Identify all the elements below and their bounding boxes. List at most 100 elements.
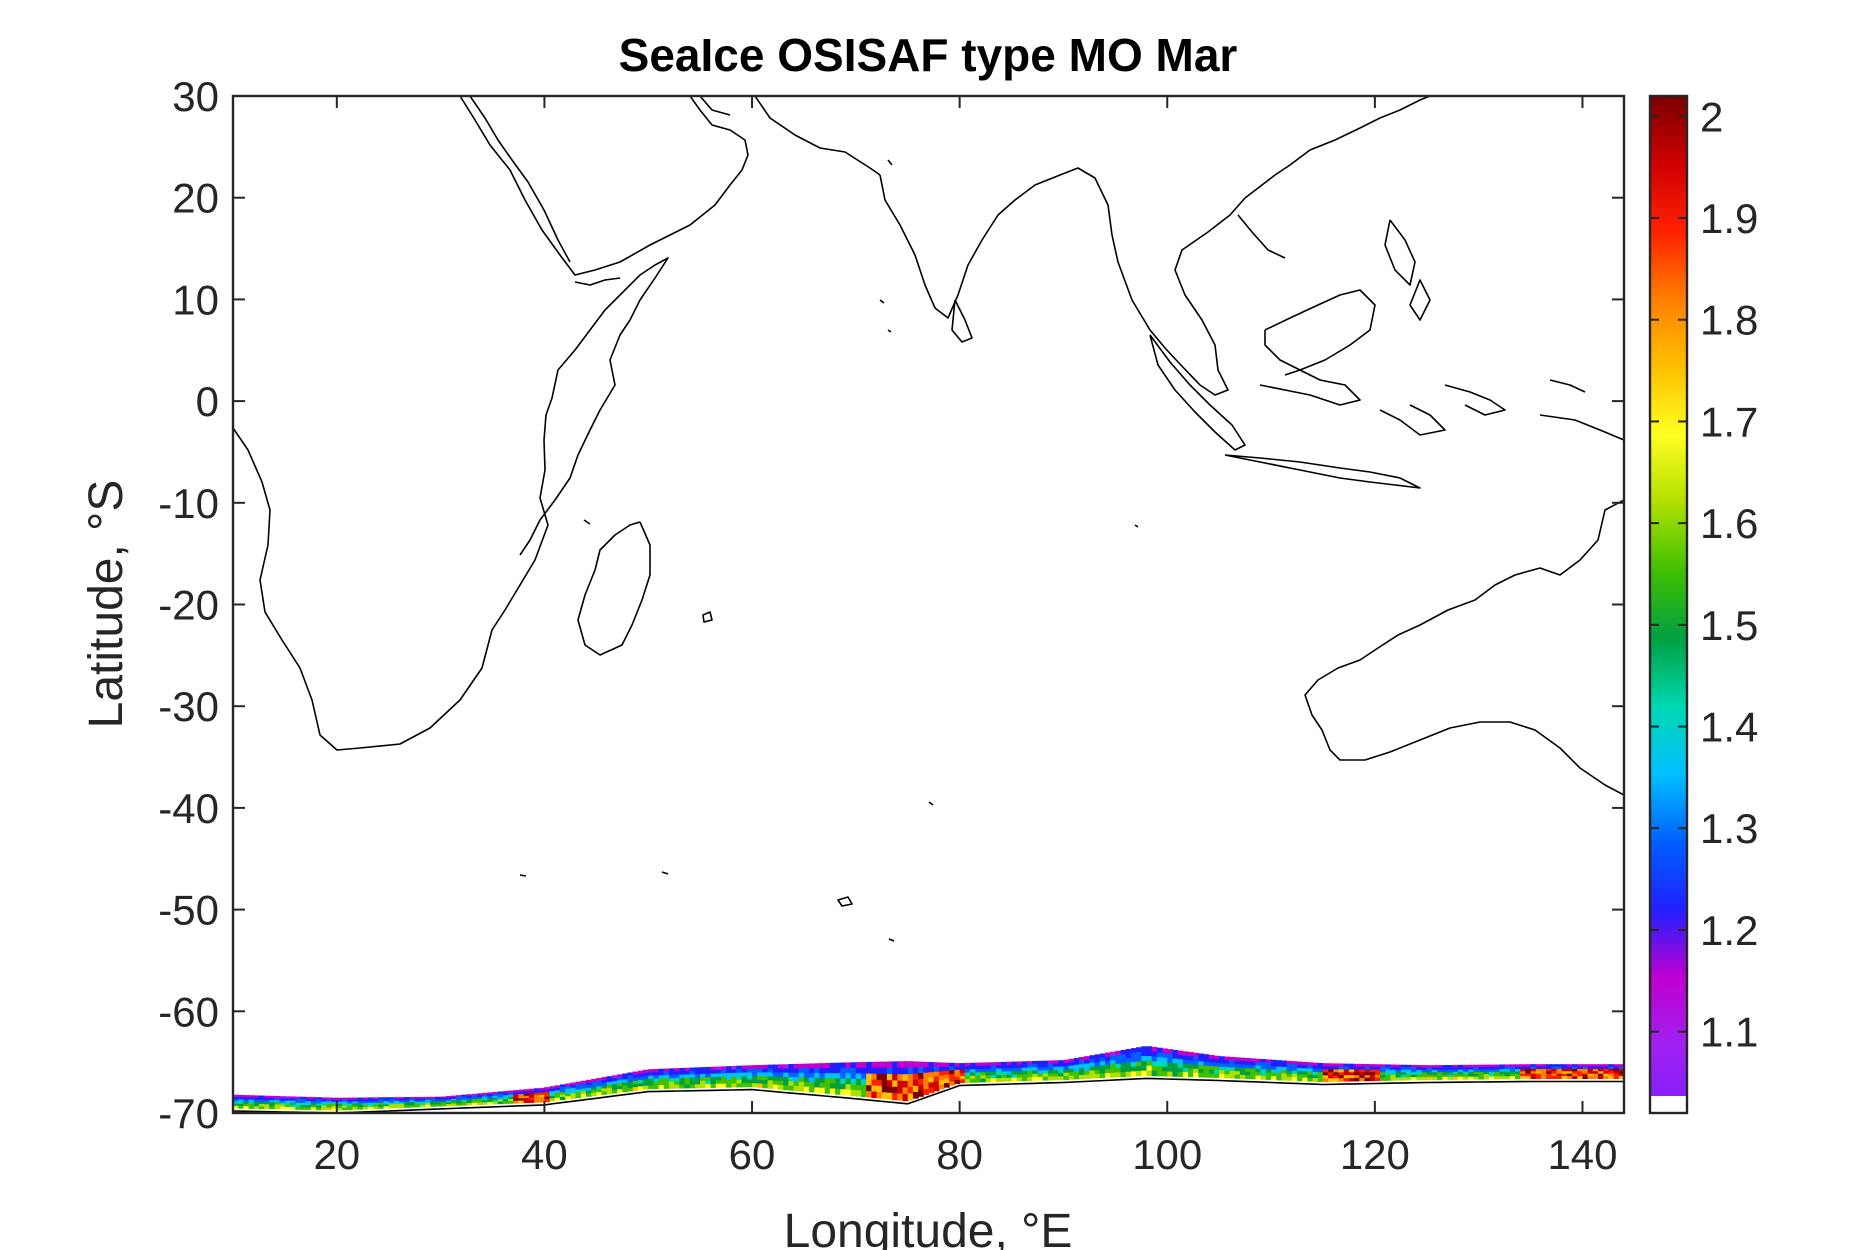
sea-ice-cell xyxy=(944,1082,950,1088)
sea-ice-cell xyxy=(840,1078,847,1085)
coastline-borneo xyxy=(1264,219,1431,371)
sea-ice-cell xyxy=(310,1103,317,1106)
sea-ice-cell xyxy=(274,1095,281,1099)
sea-ice-cell xyxy=(383,1099,390,1102)
sea-ice-cell xyxy=(663,1078,670,1083)
sea-ice-cell xyxy=(1177,1067,1184,1073)
sea-ice-cell xyxy=(1426,1077,1433,1081)
sea-ice-cell xyxy=(637,1070,644,1075)
sea-ice-field xyxy=(233,1046,1624,1111)
sea-ice-cell xyxy=(1239,1067,1246,1073)
sea-ice-cell xyxy=(861,1061,867,1069)
sea-ice-cell xyxy=(326,1103,333,1107)
sea-ice-cell xyxy=(1203,1073,1210,1078)
sea-ice-cell xyxy=(1084,1063,1090,1068)
sea-ice-cell xyxy=(814,1068,821,1074)
sea-ice-cell xyxy=(461,1103,468,1106)
sea-ice-cell xyxy=(694,1067,701,1072)
sea-ice-cell xyxy=(316,1097,322,1100)
sea-ice-cell xyxy=(1053,1060,1059,1065)
sea-ice-cell xyxy=(1011,1068,1018,1072)
sea-ice-cell xyxy=(954,1069,961,1074)
sea-ice-cell xyxy=(336,1107,343,1111)
sea-ice-cell xyxy=(1556,1068,1563,1072)
sea-ice-cell xyxy=(798,1072,805,1078)
sea-ice-cell xyxy=(1546,1064,1552,1068)
sea-ice-cell xyxy=(1328,1069,1334,1073)
sea-ice-cell xyxy=(643,1069,649,1074)
sea-ice-cell xyxy=(1234,1067,1241,1072)
sea-ice-cell xyxy=(570,1092,577,1097)
sea-ice-cell xyxy=(601,1091,608,1095)
sea-ice-cell xyxy=(637,1083,644,1088)
sea-ice-cell xyxy=(829,1073,836,1079)
sea-ice-cell xyxy=(1234,1074,1241,1079)
sea-ice-cell xyxy=(1084,1074,1090,1079)
sea-ice-cell xyxy=(456,1100,462,1103)
sea-ice-cell xyxy=(1348,1066,1355,1071)
sea-ice-cell xyxy=(871,1073,878,1081)
sea-ice-cell xyxy=(1250,1071,1257,1076)
sea-ice-cell xyxy=(1068,1058,1075,1063)
sea-ice-cell xyxy=(720,1076,727,1081)
sea-ice-cell xyxy=(617,1077,623,1081)
sea-ice-cell xyxy=(757,1068,764,1073)
sea-ice-cell xyxy=(1265,1059,1272,1064)
sea-ice-cell xyxy=(1297,1061,1303,1066)
sea-ice-cell xyxy=(1437,1069,1443,1073)
sea-ice-cell xyxy=(591,1087,597,1091)
sea-ice-cell xyxy=(1540,1076,1547,1080)
sea-ice-cell xyxy=(814,1082,821,1089)
sea-ice-cell xyxy=(1016,1074,1023,1079)
sea-ice-cell xyxy=(1338,1069,1345,1073)
sea-ice-cell xyxy=(1530,1073,1537,1077)
sea-ice-cell xyxy=(715,1076,722,1081)
sea-ice-cell xyxy=(1079,1060,1085,1065)
sea-ice-cell xyxy=(1219,1066,1225,1072)
sea-ice-cell xyxy=(643,1085,649,1090)
sea-ice-cell xyxy=(492,1095,499,1099)
sea-ice-cell xyxy=(1406,1074,1412,1078)
sea-ice-cell xyxy=(1213,1073,1220,1078)
sea-ice-cell xyxy=(1213,1055,1220,1060)
sea-ice-cell xyxy=(300,1098,307,1102)
sea-ice-cell xyxy=(580,1080,587,1085)
sea-ice-cell xyxy=(1053,1066,1059,1071)
sea-ice-cell xyxy=(1120,1054,1127,1060)
sea-ice-cell xyxy=(923,1078,930,1085)
sea-ice-cell xyxy=(248,1099,255,1103)
sea-ice-cell xyxy=(928,1082,935,1089)
sea-ice-cell xyxy=(585,1085,592,1089)
sea-ice-cell xyxy=(1104,1064,1111,1070)
sea-ice-cell xyxy=(1395,1077,1402,1081)
sea-ice-cell xyxy=(736,1083,743,1088)
sea-ice-cell xyxy=(1426,1074,1433,1078)
sea-ice-cell xyxy=(1182,1072,1189,1078)
sea-ice-cell xyxy=(1068,1062,1075,1067)
sea-ice-cell xyxy=(1016,1077,1023,1082)
sea-ice-cell xyxy=(1291,1070,1298,1075)
sea-ice-cell xyxy=(1463,1071,1469,1075)
sea-ice-cell xyxy=(1473,1074,1480,1078)
sea-ice-cell xyxy=(1354,1072,1360,1076)
sea-ice-cell xyxy=(1566,1071,1573,1075)
sea-ice-cell xyxy=(1125,1053,1132,1059)
sea-ice-cell xyxy=(762,1072,769,1077)
sea-ice-cell xyxy=(897,1067,904,1075)
sea-ice-cell xyxy=(980,1072,987,1076)
sea-ice-cell xyxy=(1613,1068,1620,1072)
sea-ice-cell xyxy=(528,1100,535,1103)
sea-ice-cell xyxy=(606,1079,613,1083)
coastline-se-asia xyxy=(1111,96,1431,396)
sea-ice-cell xyxy=(461,1099,468,1103)
sea-ice-cell xyxy=(264,1097,270,1101)
sea-ice-cell xyxy=(1188,1068,1194,1074)
sea-ice-cell xyxy=(1089,1062,1096,1068)
sea-ice-cell xyxy=(710,1080,717,1085)
sea-ice-cell xyxy=(1302,1065,1308,1069)
sea-ice-cell xyxy=(316,1107,322,1111)
sea-ice-cell xyxy=(840,1062,847,1069)
sea-ice-cell xyxy=(1395,1067,1402,1071)
sea-ice-cell xyxy=(975,1072,982,1077)
sea-ice-cell xyxy=(1338,1078,1345,1082)
